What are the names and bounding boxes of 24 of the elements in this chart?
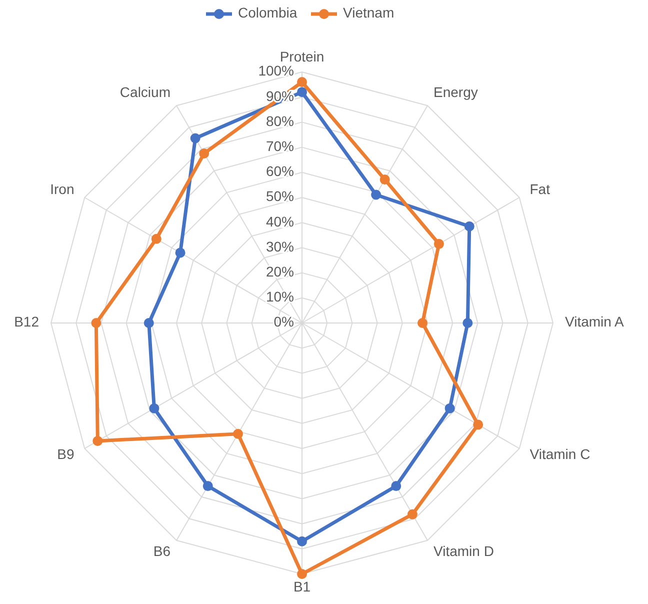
legend-label: Vietnam bbox=[343, 4, 394, 21]
spoke-label: Vitamin C bbox=[530, 446, 590, 462]
spoke-label: Vitamin D bbox=[434, 543, 494, 560]
spoke-label: Protein bbox=[280, 48, 324, 65]
spoke-label: B9 bbox=[57, 446, 74, 462]
legend-label: Colombia bbox=[238, 4, 298, 21]
spoke-label: B12 bbox=[14, 314, 40, 330]
y-tick-label: 70% bbox=[266, 138, 294, 154]
y-tick-label: 60% bbox=[266, 163, 294, 180]
spoke-label: B6 bbox=[153, 543, 171, 560]
y-tick-label: 50% bbox=[266, 188, 294, 204]
y-tick-label: 0% bbox=[274, 314, 294, 330]
spoke-label: Vitamin A bbox=[565, 314, 625, 330]
y-tick-label: 10% bbox=[266, 288, 294, 305]
spoke-label: Calcium bbox=[120, 84, 170, 100]
y-tick-label: 100% bbox=[258, 62, 294, 79]
spoke-label: Fat bbox=[530, 181, 550, 198]
y-tick-label: 30% bbox=[266, 238, 294, 254]
spoke-label: Iron bbox=[50, 181, 74, 198]
y-tick-label: 40% bbox=[266, 213, 294, 230]
spoke-label: Energy bbox=[434, 84, 478, 100]
y-tick-label: 20% bbox=[266, 264, 294, 280]
y-tick-label: 80% bbox=[266, 112, 294, 129]
spoke-label: B1 bbox=[293, 578, 311, 595]
